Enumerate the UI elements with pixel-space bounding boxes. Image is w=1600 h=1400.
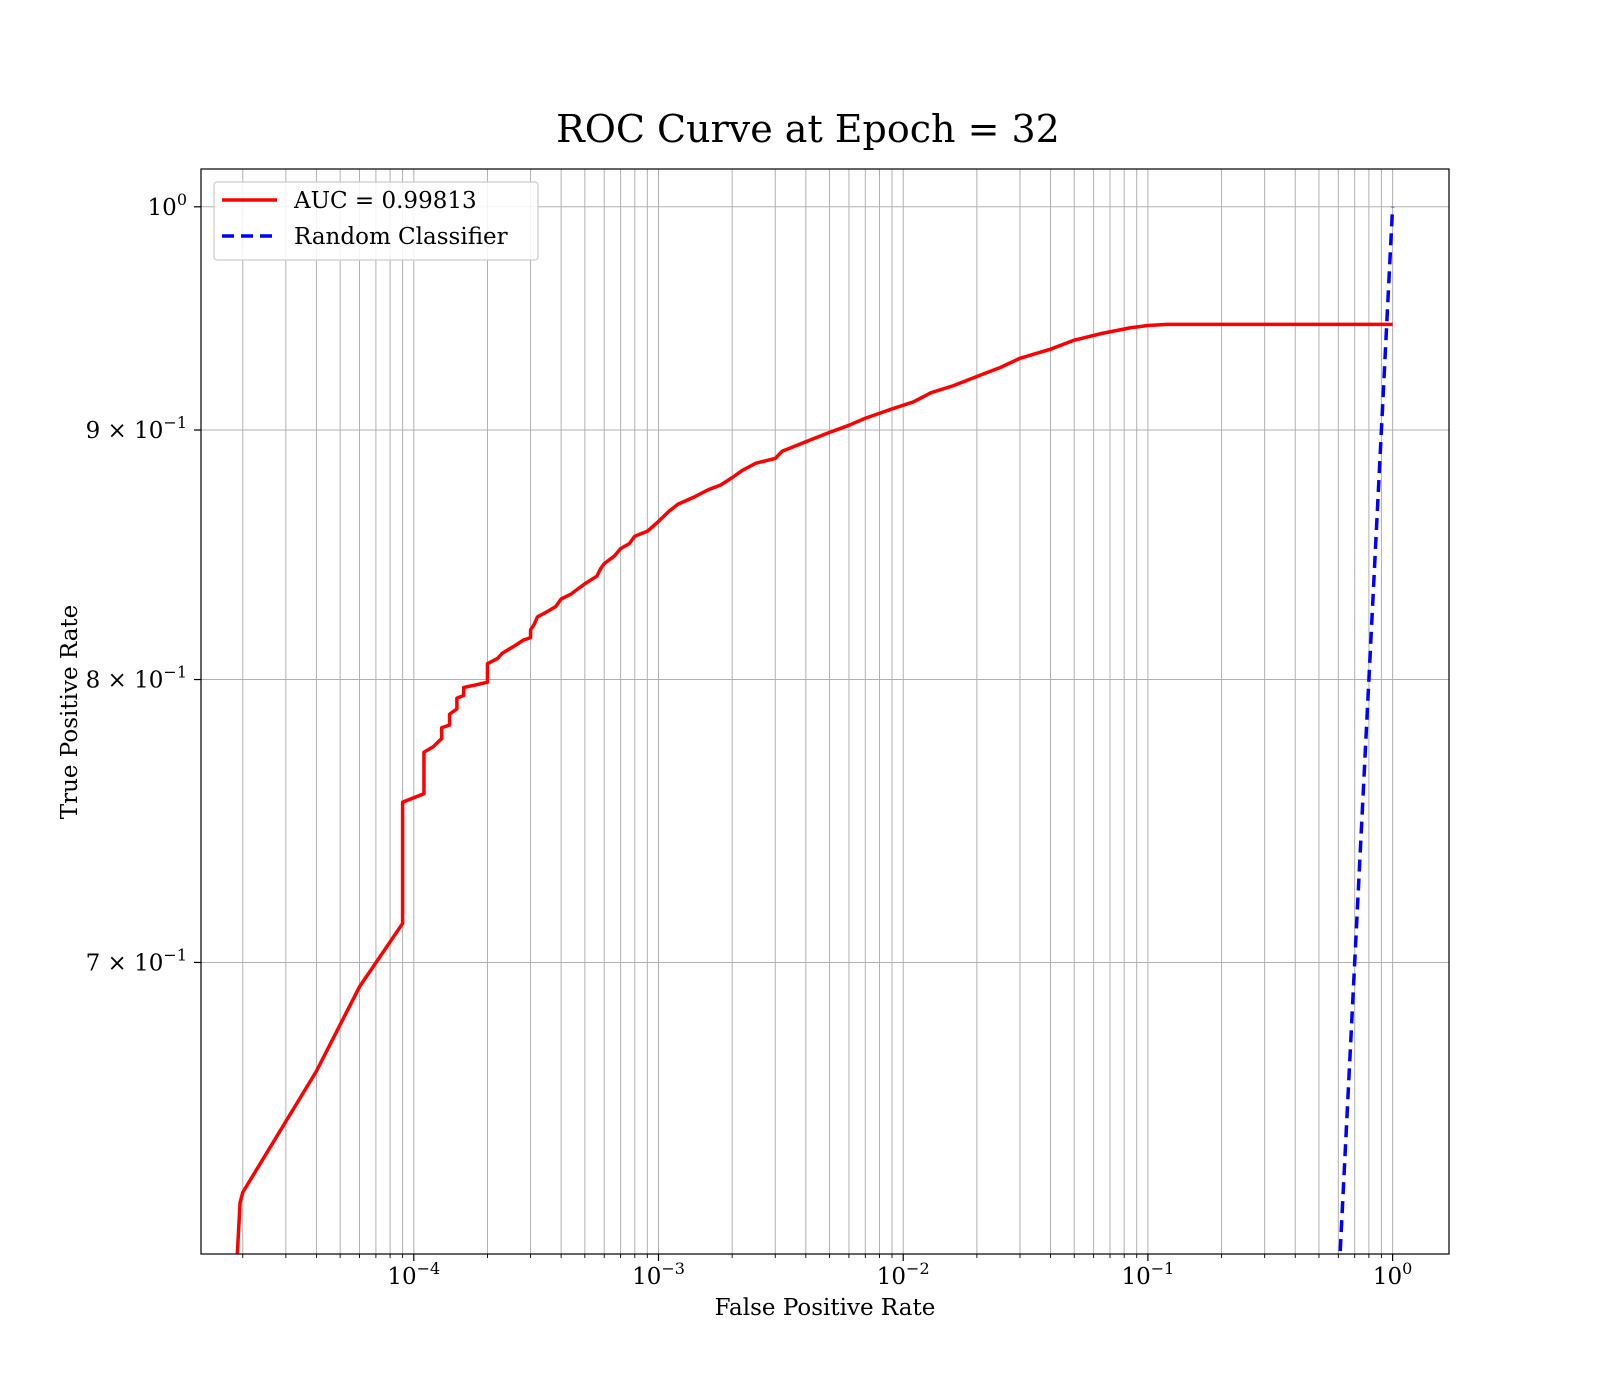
legend-label-auc: AUC = 0.99813 (293, 188, 477, 214)
x-tick-label: 10−2 (877, 1259, 930, 1290)
y-tick-label: 9 × 10−1 (86, 413, 187, 444)
y-tick-label: 8 × 10−1 (86, 663, 187, 694)
series-layer (235, 206, 1395, 1254)
x-tick-label: 100 (1373, 1259, 1412, 1290)
legend-box (213, 181, 539, 261)
y-axis-label: True Positive Rate (57, 605, 83, 820)
y-tick-label: 100 (148, 190, 187, 221)
x-axis-label: False Positive Rate (715, 1295, 936, 1321)
legend: AUC = 0.99813 Random Classifier (213, 181, 539, 261)
x-tick-label: 10−4 (387, 1259, 440, 1290)
random-classifier-line (1338, 206, 1395, 1254)
y-tick-label: 7 × 10−1 (86, 945, 187, 976)
plot-frame (200, 168, 1450, 1255)
chart-title: ROC Curve at Epoch = 32 (556, 107, 1060, 151)
axis-ticks: 10−4 10−3 10−2 10−1 100 7 × 10−1 8 × 10−1 9 × 1… (86, 190, 1413, 1290)
x-tick-label: 10−3 (632, 1259, 685, 1290)
roc-curve-line (235, 322, 1393, 1254)
legend-label-random: Random Classifier (294, 224, 508, 250)
grid-lines (201, 169, 1449, 1254)
x-tick-label: 10−1 (1121, 1259, 1174, 1290)
